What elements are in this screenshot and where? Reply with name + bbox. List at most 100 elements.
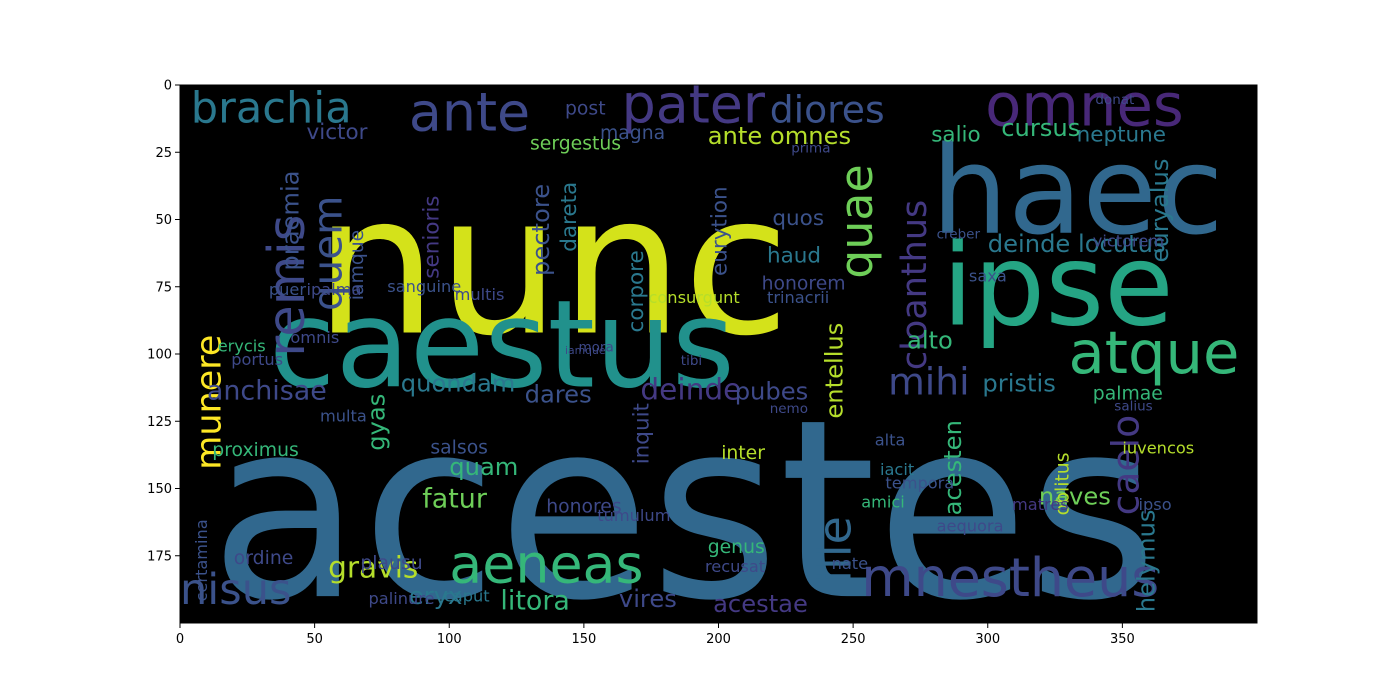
- word-acesten: acesten: [939, 420, 967, 515]
- word-palmae: palmae: [1093, 384, 1163, 405]
- x-tick-label: 150: [571, 632, 596, 647]
- word-genus: genus: [708, 537, 765, 558]
- word-victorem: victorem: [1093, 231, 1164, 250]
- word-remis: remis: [257, 215, 317, 357]
- word-iamque: iamque: [347, 230, 368, 300]
- word-litora: litora: [500, 586, 569, 617]
- word-caestus: caestus: [269, 273, 735, 415]
- word-entellus: entellus: [820, 323, 848, 419]
- word-nunc: nunc: [315, 153, 790, 379]
- word-creber: creber: [937, 226, 981, 242]
- word-helymus: helymus: [1133, 509, 1161, 612]
- word-fatur: fatur: [422, 483, 488, 514]
- word-mora: mora: [579, 339, 614, 355]
- word-diores: diores: [770, 88, 885, 132]
- word-pectore: pectore: [527, 184, 555, 276]
- word-amici: amici: [861, 492, 905, 511]
- word-salius: salius: [1114, 399, 1152, 415]
- word-nisus: nisus: [180, 565, 292, 615]
- word-pater: pater: [622, 73, 766, 136]
- word-quae: quae: [829, 164, 883, 278]
- word-certamina: certamina: [192, 519, 211, 601]
- x-tick-label: 300: [975, 632, 1000, 647]
- word-anchisae: anchisae: [207, 376, 327, 407]
- word-iuvencos: iuvencos: [1122, 439, 1194, 458]
- word-trinacrii: trinacrii: [767, 288, 829, 307]
- y-tick-label: 150: [147, 482, 172, 497]
- x-tick-label: 50: [306, 632, 323, 647]
- word-oblitus: oblitus: [1053, 452, 1074, 515]
- word-caelo: caelo: [1104, 415, 1148, 516]
- word-mihi: mihi: [888, 359, 970, 403]
- word-acestes: acestes: [210, 367, 1158, 655]
- y-tick-label: 25: [155, 146, 172, 161]
- word-iamque: iamque: [565, 344, 606, 357]
- word-multis: multis: [455, 285, 505, 304]
- word-sergestus: sergestus: [530, 134, 621, 155]
- word-quem: quem: [304, 196, 352, 311]
- x-tick-label: 0: [176, 632, 184, 647]
- y-tick-label: 125: [147, 415, 172, 430]
- word-ipso: ipso: [1139, 495, 1172, 514]
- word-eryx: eryx: [409, 582, 462, 610]
- word-corpore: corpore: [624, 250, 649, 332]
- word-ipalma: ipalma: [307, 280, 362, 299]
- word-ante: ante: [409, 81, 530, 144]
- word-multa: multa: [320, 406, 367, 425]
- word-recusat: recusat: [705, 557, 765, 576]
- word-alto: alto: [907, 327, 953, 355]
- word-mnestheus: mnestheus: [861, 546, 1159, 609]
- word-nemo: nemo: [770, 401, 808, 417]
- word-iacit: iacit: [880, 460, 914, 479]
- word-tempora: tempora: [885, 474, 954, 493]
- word-cursus: cursus: [1001, 114, 1080, 142]
- word-sanguine: sanguine: [387, 277, 461, 296]
- wordcloud-background: [180, 85, 1257, 623]
- word-saxa: saxa: [969, 266, 1007, 285]
- word-aequora: aequora: [937, 517, 1004, 536]
- word-portus: portus: [231, 350, 283, 369]
- word-inquit: inquit: [630, 403, 655, 464]
- word-omnes: omnes: [985, 70, 1184, 139]
- word-quam: quam: [449, 453, 518, 481]
- word-acestae: acestae: [713, 590, 808, 618]
- word-tumulum: tumulum: [597, 506, 670, 525]
- x-tick-label: 200: [706, 632, 731, 647]
- word-ipse: ipse: [942, 219, 1174, 351]
- word-victor: victor: [307, 120, 368, 145]
- word-post: post: [565, 99, 606, 120]
- word-alta: alta: [875, 431, 906, 450]
- word-plausu: plausu: [360, 553, 422, 574]
- word-matres: matres: [1012, 495, 1069, 514]
- word-dares: dares: [525, 380, 592, 408]
- y-tick-label: 75: [155, 280, 172, 295]
- word-pristis: pristis: [982, 370, 1055, 398]
- word-ille: ille: [807, 516, 861, 582]
- word-donat: donat: [1095, 92, 1134, 108]
- word-deinde-locutus: deinde locutus: [988, 230, 1166, 258]
- y-tick-label: 0: [164, 79, 172, 94]
- word-haec: haec: [931, 120, 1223, 262]
- word-puer: puer: [269, 280, 306, 299]
- word-deinde: deinde: [640, 373, 741, 407]
- x-axis: 0 50 100 150 200 250 300 350: [176, 623, 1135, 647]
- y-tick-label: 175: [147, 549, 172, 564]
- x-tick-label: 350: [1110, 632, 1135, 647]
- word-quos: quos: [772, 206, 824, 231]
- word-gravis: gravis: [328, 550, 418, 584]
- word-neptune: neptune: [1077, 123, 1166, 148]
- word-eurytion: eurytion: [708, 186, 733, 276]
- word-brachia: brachia: [191, 84, 352, 134]
- word-inter: inter: [721, 443, 765, 464]
- word-omnis: omnis: [290, 328, 339, 347]
- x-tick-label: 250: [841, 632, 866, 647]
- word-naves: naves: [1039, 483, 1111, 511]
- y-tick-label: 100: [147, 348, 172, 363]
- word-praemia: praemia: [277, 170, 305, 270]
- word-pubes: pubes: [735, 378, 809, 406]
- word-munere: munere: [189, 335, 229, 470]
- x-tick-label: 100: [437, 632, 462, 647]
- word-gyas: gyas: [363, 394, 391, 451]
